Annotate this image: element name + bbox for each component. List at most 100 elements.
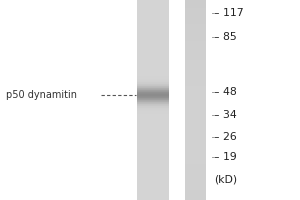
Bar — [184, 141, 206, 142]
Bar — [136, 115, 169, 116]
Bar — [136, 17, 169, 18]
Bar — [136, 103, 169, 104]
Bar — [136, 126, 169, 127]
Bar — [136, 27, 169, 28]
Bar — [136, 142, 169, 143]
Bar — [184, 27, 206, 28]
Bar — [136, 2, 169, 3]
Bar — [184, 57, 206, 58]
Bar — [136, 25, 169, 26]
Bar — [184, 56, 206, 57]
Bar — [184, 180, 206, 181]
Bar — [136, 169, 169, 170]
Bar — [136, 164, 169, 165]
Bar — [184, 101, 206, 102]
Bar — [184, 148, 206, 149]
Bar — [136, 41, 169, 42]
Bar — [136, 16, 169, 17]
Bar — [136, 17, 169, 18]
Bar — [136, 87, 169, 88]
Bar — [184, 183, 206, 184]
Bar — [184, 58, 206, 59]
Bar — [184, 143, 206, 144]
Bar — [136, 130, 169, 131]
Bar — [136, 156, 169, 157]
Bar — [136, 18, 169, 19]
Bar — [136, 14, 169, 15]
Bar — [136, 114, 169, 115]
Bar — [136, 21, 169, 22]
Bar — [136, 199, 169, 200]
Bar — [136, 28, 169, 29]
Bar — [136, 64, 169, 65]
Bar — [184, 83, 206, 85]
Bar — [136, 15, 169, 16]
Bar — [136, 19, 169, 20]
Bar — [136, 0, 169, 1]
Bar — [184, 170, 206, 171]
Bar — [136, 192, 169, 193]
Bar — [136, 7, 169, 8]
Bar — [136, 88, 169, 89]
Bar — [184, 172, 206, 173]
Bar — [136, 101, 169, 102]
Bar — [136, 94, 169, 95]
Bar — [184, 159, 206, 160]
Bar — [136, 82, 169, 83]
Bar — [184, 3, 206, 4]
Bar — [136, 130, 169, 131]
Bar — [136, 117, 169, 118]
Bar — [184, 127, 206, 128]
Bar — [184, 71, 206, 73]
Bar — [136, 91, 169, 92]
Bar — [184, 38, 206, 39]
Bar — [136, 151, 169, 152]
Bar — [136, 193, 169, 194]
Bar — [136, 100, 169, 101]
Bar — [136, 76, 169, 77]
Bar — [184, 68, 206, 70]
Bar — [136, 112, 169, 113]
Bar — [136, 140, 169, 141]
Bar — [136, 96, 169, 97]
Bar — [184, 94, 206, 96]
Bar — [184, 35, 206, 36]
Bar — [184, 112, 206, 113]
Bar — [184, 102, 206, 103]
Bar — [184, 41, 206, 42]
Bar — [184, 118, 206, 119]
Bar — [136, 52, 169, 53]
Bar — [136, 116, 169, 117]
Bar — [184, 97, 206, 99]
Bar — [136, 165, 169, 166]
Bar — [136, 29, 169, 30]
Bar — [184, 105, 206, 106]
Bar — [184, 150, 206, 151]
Bar — [136, 21, 169, 22]
Bar — [184, 75, 206, 77]
Bar — [136, 118, 169, 119]
Bar — [136, 48, 169, 49]
Bar — [136, 119, 169, 120]
Bar — [184, 32, 206, 33]
Bar — [184, 26, 206, 27]
Bar — [136, 177, 169, 178]
Bar — [136, 124, 169, 125]
Bar — [184, 138, 206, 139]
Bar — [136, 190, 169, 191]
Bar — [136, 40, 169, 41]
Bar — [184, 119, 206, 120]
Bar — [184, 176, 206, 177]
Bar — [184, 95, 206, 97]
Bar — [136, 51, 169, 52]
Bar — [136, 29, 169, 30]
Bar — [184, 89, 206, 91]
Bar — [136, 23, 169, 24]
Bar — [136, 10, 169, 11]
Bar — [136, 199, 169, 200]
Bar — [136, 102, 169, 103]
Bar — [136, 155, 169, 156]
Bar — [136, 187, 169, 188]
Bar — [136, 8, 169, 9]
Bar — [184, 22, 206, 23]
